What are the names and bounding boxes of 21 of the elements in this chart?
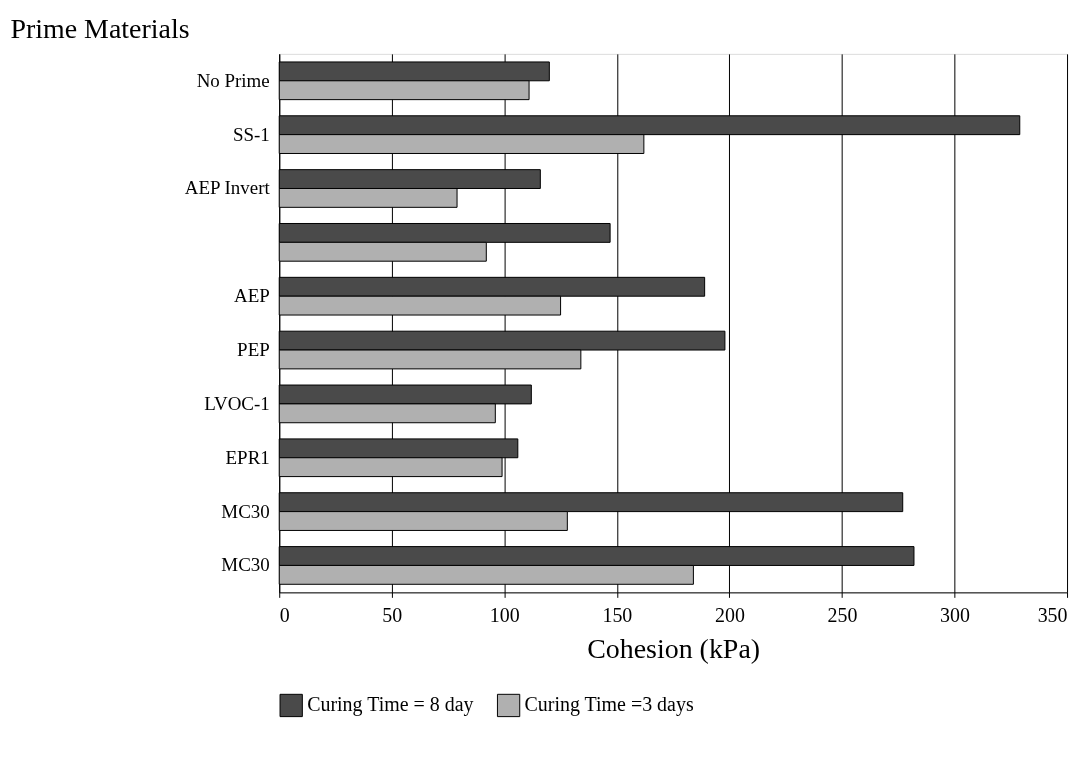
- y-tick-label: SS-1: [232, 123, 270, 145]
- y-tick-label: No Prime: [196, 69, 270, 91]
- x-tick-label: 200: [714, 603, 745, 626]
- legend-label: Curing Time =3 days: [524, 693, 694, 717]
- legend-label: Curing Time = 8 day: [307, 693, 474, 717]
- y-tick-label: MC30: [221, 554, 270, 576]
- x-tick-label: 0: [279, 603, 290, 626]
- y-tick-label: LVOC-1: [204, 392, 270, 414]
- x-tick-label: 300: [940, 603, 970, 626]
- y-tick-label: PEP: [237, 339, 270, 361]
- x-tick-label: 150: [602, 603, 633, 626]
- x-tick-label: 250: [827, 603, 858, 626]
- x-tick-label: 350: [1037, 603, 1068, 626]
- x-axis-title: Cohesion (kPa): [587, 632, 761, 664]
- y-tick-label: MC30: [221, 500, 270, 522]
- y-tick-label: AEP: [233, 285, 270, 307]
- y-tick-label: AEP Invert: [184, 177, 271, 199]
- y-axis-title: Prime Materials: [10, 13, 190, 45]
- y-tick-label: EPR1: [225, 446, 270, 468]
- x-tick-label: 100: [489, 603, 520, 626]
- x-tick-label: 50: [382, 603, 403, 626]
